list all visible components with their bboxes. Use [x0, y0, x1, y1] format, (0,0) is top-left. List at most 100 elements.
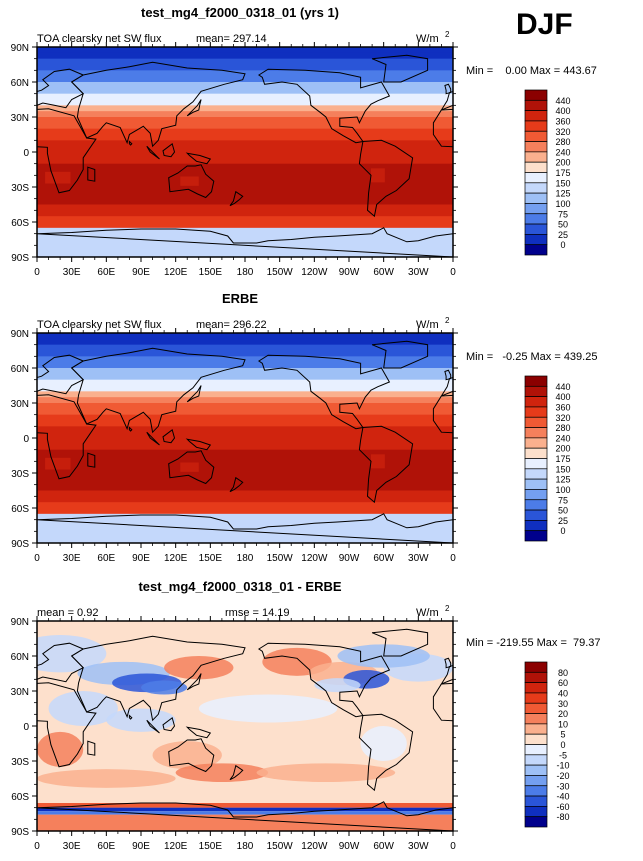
- colorbar-box: [524, 489, 548, 501]
- colorbar-box: [524, 223, 548, 235]
- field-band: [37, 87, 453, 95]
- field-anomaly: [360, 726, 407, 761]
- colorbar-label: 175: [555, 454, 570, 464]
- field-band: [37, 169, 453, 176]
- x-tick-label: 0: [34, 267, 40, 278]
- colorbar-label: -40: [556, 792, 569, 802]
- field-band: [37, 807, 453, 812]
- mean-label: mean= 297.14: [196, 33, 267, 45]
- field-band: [37, 187, 453, 194]
- variable-label: TOA clearsky net SW flux: [37, 33, 162, 45]
- coastline: [358, 139, 414, 218]
- colorbar-box: [524, 692, 548, 704]
- colorbar-box: [524, 427, 548, 439]
- coastline: [128, 714, 133, 720]
- colorbar-box: [524, 509, 548, 521]
- y-tick-label: 30N: [11, 113, 29, 124]
- colorbar-label: 200: [555, 158, 570, 168]
- x-tick-label: 30E: [63, 553, 81, 564]
- colorbar-box: [524, 530, 548, 542]
- field-band: [37, 350, 453, 357]
- field-band: [37, 391, 453, 398]
- coastline: [146, 431, 160, 446]
- coastline: [37, 394, 97, 480]
- field-band: [37, 52, 453, 60]
- coastline: [257, 354, 391, 430]
- coastline: [358, 713, 414, 792]
- colorbar-box: [524, 733, 548, 745]
- coastline: [371, 54, 429, 83]
- colorbar-label: 150: [555, 178, 570, 188]
- field-anomaly: [48, 691, 118, 726]
- units-label: W/m: [416, 33, 439, 45]
- colorbar-box: [524, 151, 548, 163]
- colorbar-label: 5: [560, 730, 565, 740]
- field-band: [37, 455, 453, 462]
- field-band: [37, 146, 453, 153]
- colorbar-label: 0: [560, 526, 565, 536]
- map-field: [37, 47, 453, 257]
- x-tick-label: 90W: [339, 267, 360, 278]
- x-tick-label: 120W: [301, 841, 328, 852]
- x-tick-label: 180: [237, 841, 254, 852]
- field-anomaly: [198, 694, 338, 723]
- colorbar-label: 0: [560, 240, 565, 250]
- x-tick-label: 60E: [97, 841, 115, 852]
- map-field: [37, 333, 453, 543]
- colorbar-label: 320: [555, 413, 570, 423]
- colorbar-box: [524, 775, 548, 787]
- colorbar-label: 200: [555, 444, 570, 454]
- coastline: [70, 635, 246, 722]
- field-band: [37, 362, 453, 369]
- field-band: [37, 449, 453, 457]
- colorbar-box: [524, 161, 548, 173]
- field-band: [37, 368, 453, 375]
- colorbar-box: [524, 661, 548, 673]
- x-tick-label: 120W: [301, 553, 328, 564]
- coastline: [432, 394, 453, 434]
- colorbar-box: [524, 499, 548, 511]
- y-tick-label: 60S: [11, 792, 29, 803]
- colorbar-box: [524, 702, 548, 714]
- colorbar-label: 240: [555, 147, 570, 157]
- field-band: [37, 117, 453, 124]
- field-anomaly: [141, 680, 188, 695]
- coastline: [168, 738, 215, 773]
- colorbar-label: 10: [558, 719, 568, 729]
- colorbar-label: 100: [555, 199, 570, 209]
- y-tick-label: 60N: [11, 652, 29, 663]
- x-tick-label: 60W: [373, 841, 394, 852]
- field-band: [37, 152, 453, 159]
- coastline: [162, 716, 176, 732]
- coastline: [128, 140, 133, 146]
- x-tick-label: 180: [237, 553, 254, 564]
- field-band: [37, 473, 453, 480]
- coastline: [185, 438, 212, 451]
- coastline: [257, 68, 391, 144]
- colorbar-box: [524, 671, 548, 683]
- field-anomaly: [37, 635, 107, 673]
- variable-label: TOA clearsky net SW flux: [37, 319, 162, 331]
- field-band: [37, 408, 453, 416]
- colorbar-box: [524, 120, 548, 132]
- x-tick-label: 120E: [164, 553, 188, 564]
- x-tick-label: 120E: [164, 841, 188, 852]
- colorbar-label: -5: [559, 750, 567, 760]
- coastline: [87, 166, 96, 182]
- x-tick-label: 0: [450, 841, 456, 852]
- coastline: [162, 142, 176, 158]
- map-field: [37, 621, 453, 831]
- colorbar-box: [524, 203, 548, 215]
- field-band: [37, 198, 453, 206]
- field-band: [37, 99, 453, 106]
- x-tick-label: 0: [34, 553, 40, 564]
- field-band: [37, 111, 453, 118]
- colorbar-box: [524, 437, 548, 449]
- units-superscript: 2: [445, 316, 450, 325]
- colorbar-label: 400: [555, 392, 570, 402]
- units-superscript: 2: [445, 30, 450, 39]
- x-tick-label: 120W: [301, 267, 328, 278]
- coastline: [146, 719, 160, 734]
- field-band: [37, 508, 453, 515]
